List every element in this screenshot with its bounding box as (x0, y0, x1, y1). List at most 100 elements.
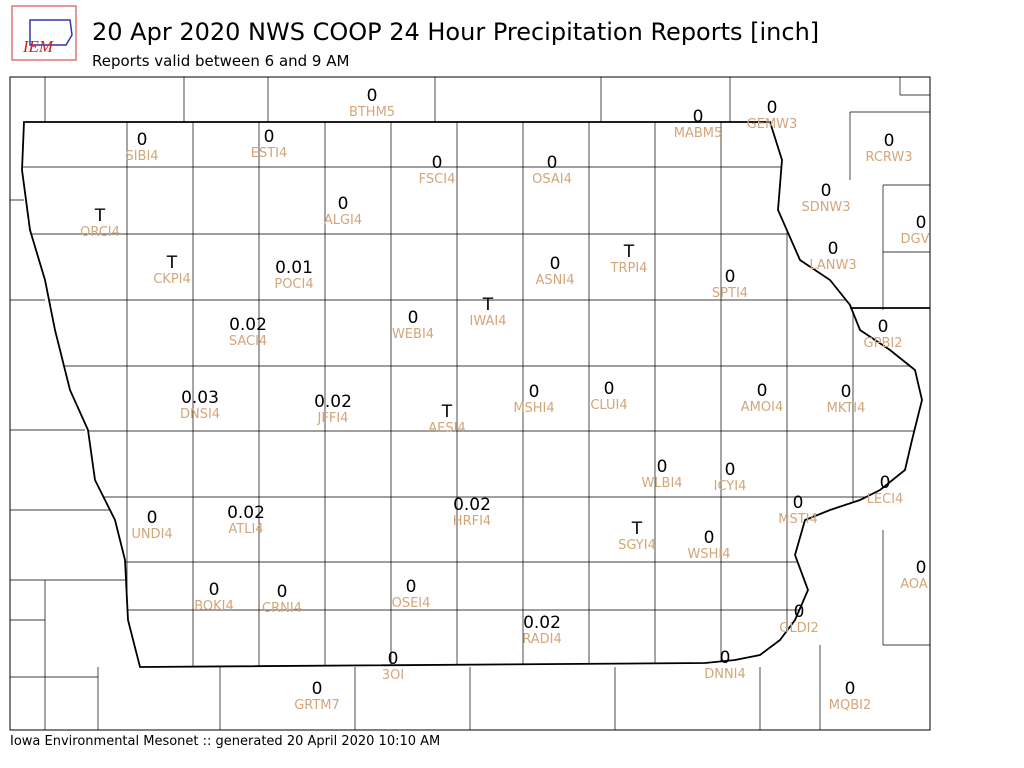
map-frame (9, 76, 931, 731)
station-value: T (482, 295, 494, 315)
station-id: MQBI2 (829, 698, 871, 713)
station-id: JFFI4 (317, 411, 349, 426)
station-id: FSCI4 (419, 172, 456, 187)
station-id: LANW3 (809, 258, 856, 273)
station-value: T (94, 206, 106, 226)
station-value: 0 (432, 153, 443, 173)
station-id: ATLI4 (228, 522, 263, 537)
station-id: SDNW3 (801, 200, 850, 215)
station-value: 0 (793, 493, 804, 513)
station-id: OSEI4 (392, 596, 431, 611)
station-id: TRPI4 (610, 261, 648, 276)
station-value: 0 (529, 382, 540, 402)
station-id: ESTI4 (251, 146, 288, 161)
station-id: BOKI4 (194, 599, 234, 614)
station-value: 0 (880, 473, 891, 493)
station-id: RADI4 (522, 632, 562, 647)
station-value: 0.02 (523, 613, 561, 633)
station-value: 0 (388, 649, 399, 669)
station-id: WSHI4 (688, 547, 731, 562)
station-value: 0 (725, 267, 736, 287)
station-id: CLUI4 (590, 398, 627, 413)
station-id: ALGI4 (324, 213, 362, 228)
title: 20 Apr 2020 NWS COOP 24 Hour Precipitati… (92, 18, 819, 46)
station-value: 0 (209, 580, 220, 600)
station-id: ORCI4 (80, 225, 120, 240)
station-value: 0.03 (181, 388, 219, 408)
station-id: SACI4 (229, 334, 267, 349)
station-id: UNDI4 (131, 527, 172, 542)
station-value: 0 (821, 181, 832, 201)
station-value: 0 (367, 86, 378, 106)
station-value: 0 (767, 98, 778, 118)
station-value: 0 (878, 317, 889, 337)
station-value: 0 (137, 130, 148, 150)
station-id: GPBI2 (864, 336, 903, 351)
station-id: HRFI4 (453, 514, 491, 529)
station-id: ICYI4 (714, 479, 747, 494)
station-id: AMOI4 (741, 400, 783, 415)
logo-shape (29, 19, 73, 46)
station-value: 0 (657, 457, 668, 477)
station-id: GLDI2 (779, 621, 818, 636)
station-id: BTHM5 (349, 105, 395, 120)
station-value: 0.02 (314, 392, 352, 412)
logo-text: IEM (22, 37, 54, 56)
iowa-counties (22, 122, 922, 667)
station-value: 0 (277, 582, 288, 602)
station-value: 0 (264, 127, 275, 147)
station-id: MSTI4 (778, 512, 818, 527)
station-id: POCI4 (274, 277, 313, 292)
station-value: 0 (845, 679, 856, 699)
station-value: 0 (841, 382, 852, 402)
station-id: WLBI4 (641, 476, 682, 491)
subtitle: Reports valid between 6 and 9 AM (92, 52, 349, 70)
footer: Iowa Environmental Mesonet :: generated … (10, 734, 440, 749)
station-id: SIBI4 (125, 149, 158, 164)
station-value: 0 (547, 153, 558, 173)
station-id: GEMW3 (747, 117, 798, 132)
station-id: ASNI4 (536, 273, 575, 288)
station-id: SPTI4 (712, 286, 748, 301)
station-id: MABM5 (674, 126, 723, 141)
logo: IEM (11, 5, 77, 61)
station-value: 0 (704, 528, 715, 548)
logo-box (11, 5, 77, 61)
station-value: 0 (725, 460, 736, 480)
station-value: 0 (312, 679, 323, 699)
station-value: 0 (147, 508, 158, 528)
station-value: 0 (757, 381, 768, 401)
station-id: DGV (901, 232, 930, 247)
station-id: OSAI4 (532, 172, 572, 187)
station-id: AOA (900, 577, 928, 592)
station-value: 0 (338, 194, 349, 214)
station-id: SGYI4 (618, 538, 656, 553)
station-value: T (623, 242, 635, 262)
station-value: 0.02 (229, 315, 267, 335)
station-id: CKPI4 (153, 272, 191, 287)
neighbor-counties (10, 77, 930, 730)
station-id: LECI4 (867, 492, 904, 507)
station-value: 0 (884, 131, 895, 151)
station-id: DNSI4 (180, 407, 220, 422)
station-value: T (441, 402, 453, 422)
station-value: 0 (794, 602, 805, 622)
station-value: 0 (720, 648, 731, 668)
station-id: MKTI4 (827, 401, 866, 416)
station-value: 0.02 (453, 495, 491, 515)
station-value: T (166, 253, 178, 273)
station-value: T (631, 519, 643, 539)
station-value: 0 (916, 558, 927, 578)
station-value: 0 (828, 239, 839, 259)
station-id: WEBI4 (392, 327, 434, 342)
station-value: 0 (604, 379, 615, 399)
station-value: 0.01 (275, 258, 313, 278)
station-id: GRTM7 (294, 698, 340, 713)
station-id: DNNI4 (704, 667, 746, 682)
station-value: 0 (550, 254, 561, 274)
station-value: 0 (408, 308, 419, 328)
station-id: 3OI (382, 668, 404, 683)
